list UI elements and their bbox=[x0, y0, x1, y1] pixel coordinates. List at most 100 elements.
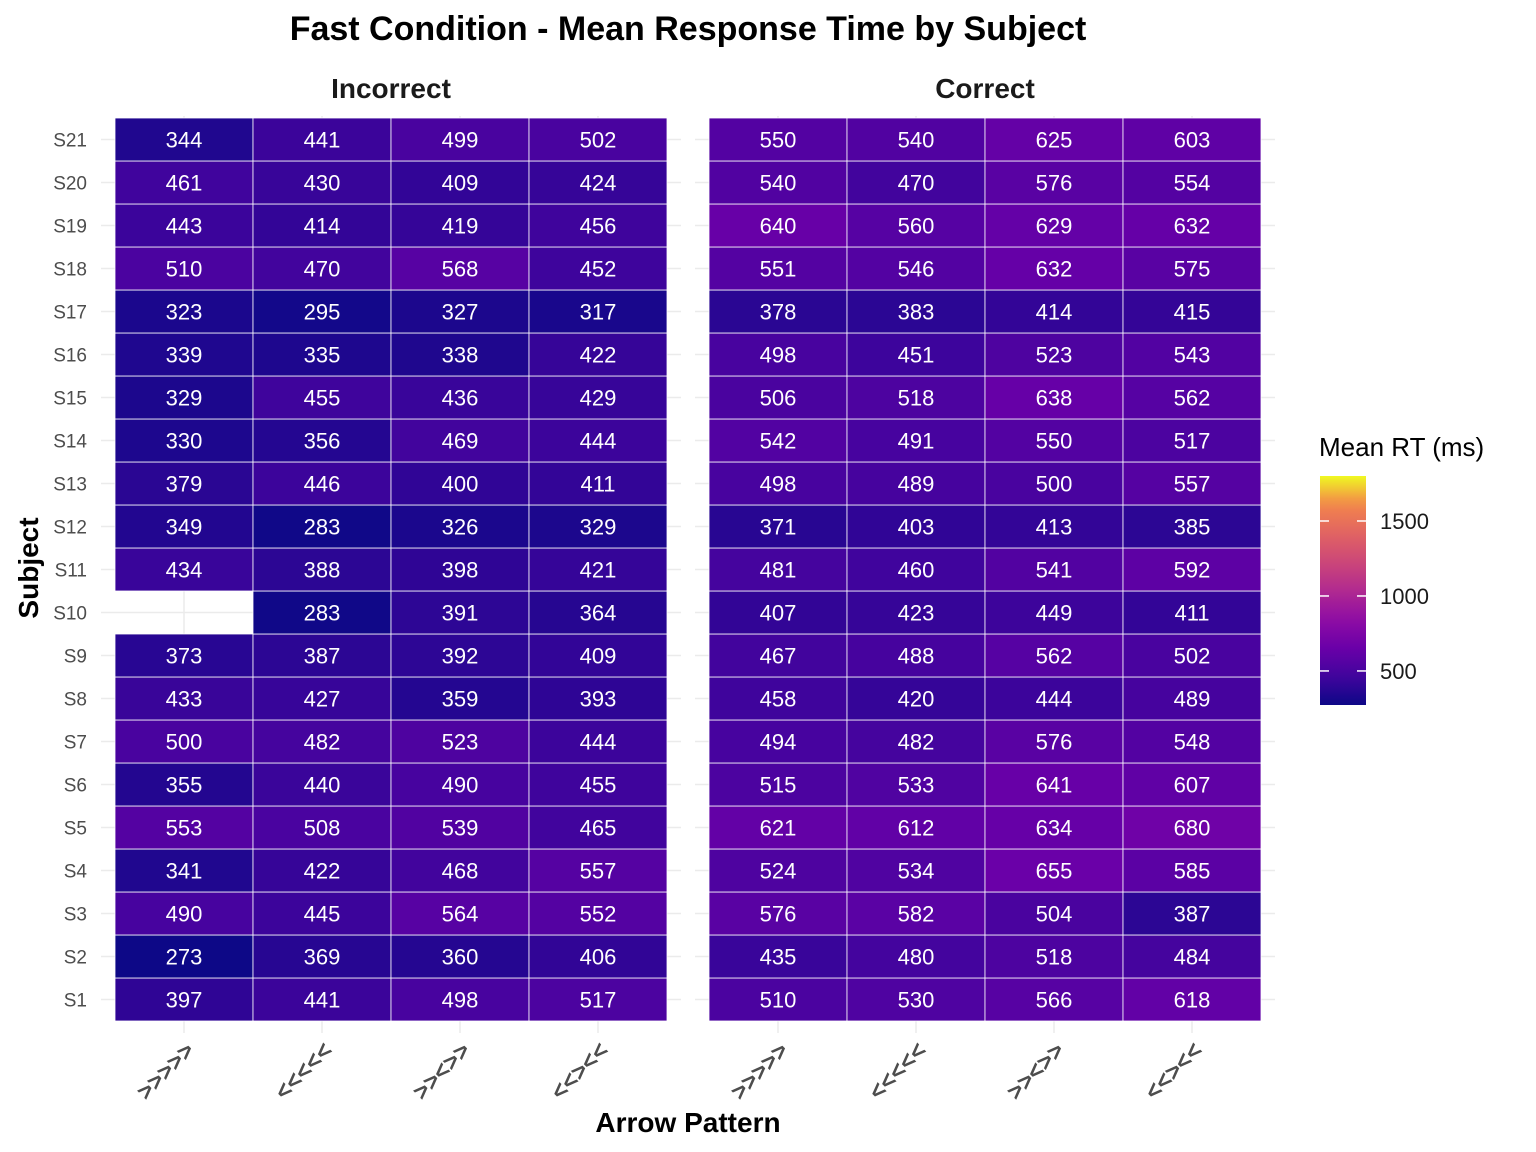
heatmap-cell bbox=[252, 547, 392, 592]
cell-value-label: 518 bbox=[1036, 945, 1073, 970]
cell-value-label: 560 bbox=[898, 214, 935, 239]
heatmap-cell bbox=[114, 633, 254, 678]
heatmap-cell bbox=[708, 891, 848, 936]
cell-value-label: 489 bbox=[1174, 687, 1211, 712]
cell-value-label: 413 bbox=[1036, 515, 1073, 540]
heatmap-cell bbox=[252, 891, 392, 936]
y-tick-label: S21 bbox=[53, 131, 87, 152]
heatmap-cell bbox=[252, 117, 392, 162]
cell-value-label: 557 bbox=[1174, 472, 1211, 497]
cell-value-label: 341 bbox=[166, 859, 203, 884]
cell-value-label: 427 bbox=[304, 687, 341, 712]
heatmap-cell bbox=[114, 203, 254, 248]
cell-value-label: 481 bbox=[760, 558, 797, 583]
cell-value-label: 373 bbox=[166, 644, 203, 669]
heatmap-cell bbox=[390, 934, 530, 979]
cell-value-label: 393 bbox=[580, 687, 617, 712]
cell-value-label: 530 bbox=[898, 988, 935, 1013]
cell-value-label: 465 bbox=[580, 816, 617, 841]
cell-value-label: 434 bbox=[166, 558, 203, 583]
cell-value-label: 409 bbox=[580, 644, 617, 669]
cell-value-label: 480 bbox=[898, 945, 935, 970]
cell-value-label: 387 bbox=[304, 644, 341, 669]
heatmap-cell bbox=[846, 805, 986, 850]
y-axis-title: Subject bbox=[13, 517, 44, 618]
cell-value-label: 504 bbox=[1036, 902, 1073, 927]
cell-value-label: 625 bbox=[1036, 128, 1073, 153]
cell-value-label: 634 bbox=[1036, 816, 1073, 841]
cell-value-label: 506 bbox=[760, 386, 797, 411]
cell-value-label: 356 bbox=[304, 429, 341, 454]
cell-value-label: 618 bbox=[1174, 988, 1211, 1013]
cell-value-label: 484 bbox=[1174, 945, 1211, 970]
cell-value-label: 482 bbox=[898, 730, 935, 755]
heatmap-cell bbox=[390, 805, 530, 850]
cell-value-label: 451 bbox=[898, 343, 935, 368]
cell-value-label: 323 bbox=[166, 300, 203, 325]
heatmap-cell bbox=[390, 547, 530, 592]
cell-value-label: 553 bbox=[166, 816, 203, 841]
cell-value-label: 398 bbox=[442, 558, 479, 583]
cell-value-label: 423 bbox=[898, 601, 935, 626]
cell-value-label: 456 bbox=[580, 214, 617, 239]
cell-value-label: 409 bbox=[442, 171, 479, 196]
heatmap-cell bbox=[1122, 332, 1262, 377]
cell-value-label: 317 bbox=[580, 300, 617, 325]
cell-value-label: 612 bbox=[898, 816, 935, 841]
y-tick-label: S9 bbox=[64, 647, 87, 668]
x-tick-label: <<><< bbox=[546, 1037, 615, 1106]
cell-value-label: 543 bbox=[1174, 343, 1211, 368]
heatmap-cell bbox=[708, 246, 848, 291]
legend-title: Mean RT (ms) bbox=[1319, 432, 1484, 462]
cell-value-label: 378 bbox=[760, 300, 797, 325]
heatmap-cell bbox=[252, 805, 392, 850]
heatmap-cell bbox=[528, 719, 668, 764]
x-tick-label: >>>>> bbox=[132, 1037, 201, 1106]
cell-value-label: 576 bbox=[760, 902, 797, 927]
heatmap-cell bbox=[528, 246, 668, 291]
heatmap-cell bbox=[252, 633, 392, 678]
heatmap-cell bbox=[114, 762, 254, 807]
heatmap-cell bbox=[114, 332, 254, 377]
heatmap-cell bbox=[252, 461, 392, 506]
y-tick-label: S4 bbox=[64, 862, 88, 883]
facet-label: Correct bbox=[935, 73, 1035, 104]
cell-value-label: 422 bbox=[580, 343, 617, 368]
y-tick-label: S7 bbox=[64, 733, 87, 754]
cell-value-label: 510 bbox=[760, 988, 797, 1013]
heatmap-cell bbox=[984, 160, 1124, 205]
cell-value-label: 403 bbox=[898, 515, 935, 540]
heatmap-cell bbox=[528, 117, 668, 162]
cell-value-label: 632 bbox=[1174, 214, 1211, 239]
heatmap-cell bbox=[984, 977, 1124, 1022]
cell-value-label: 441 bbox=[304, 988, 341, 1013]
heatmap-cell bbox=[984, 418, 1124, 463]
cell-value-label: 385 bbox=[1174, 515, 1211, 540]
heatmap-cell bbox=[846, 246, 986, 291]
heatmap-cell bbox=[390, 332, 530, 377]
cell-value-label: 592 bbox=[1174, 558, 1211, 583]
y-tick-label: S11 bbox=[55, 561, 87, 582]
cell-value-label: 603 bbox=[1174, 128, 1211, 153]
cell-value-label: 444 bbox=[580, 730, 617, 755]
cell-value-label: 498 bbox=[760, 472, 797, 497]
cell-value-label: 542 bbox=[760, 429, 797, 454]
heatmap-cell bbox=[114, 848, 254, 893]
cell-value-label: 355 bbox=[166, 773, 203, 798]
cell-value-label: 546 bbox=[898, 257, 935, 282]
heatmap-cell bbox=[252, 848, 392, 893]
y-tick-label: S3 bbox=[64, 905, 87, 926]
heatmap-cell bbox=[1122, 117, 1262, 162]
cell-value-label: 551 bbox=[760, 257, 797, 282]
panel-correct: Correct 510 530 566 618 435 480 518 484 576 582 504… bbox=[695, 73, 1275, 1106]
cell-value-label: 629 bbox=[1036, 214, 1073, 239]
cell-value-label: 638 bbox=[1036, 386, 1073, 411]
heatmap-cell bbox=[528, 504, 668, 549]
heatmap-cell bbox=[1122, 203, 1262, 248]
y-tick-label: S1 bbox=[64, 991, 87, 1012]
heatmap-cell bbox=[390, 719, 530, 764]
heatmap-cell bbox=[1122, 461, 1262, 506]
heatmap-cell bbox=[528, 633, 668, 678]
cell-value-label: 554 bbox=[1174, 171, 1211, 196]
